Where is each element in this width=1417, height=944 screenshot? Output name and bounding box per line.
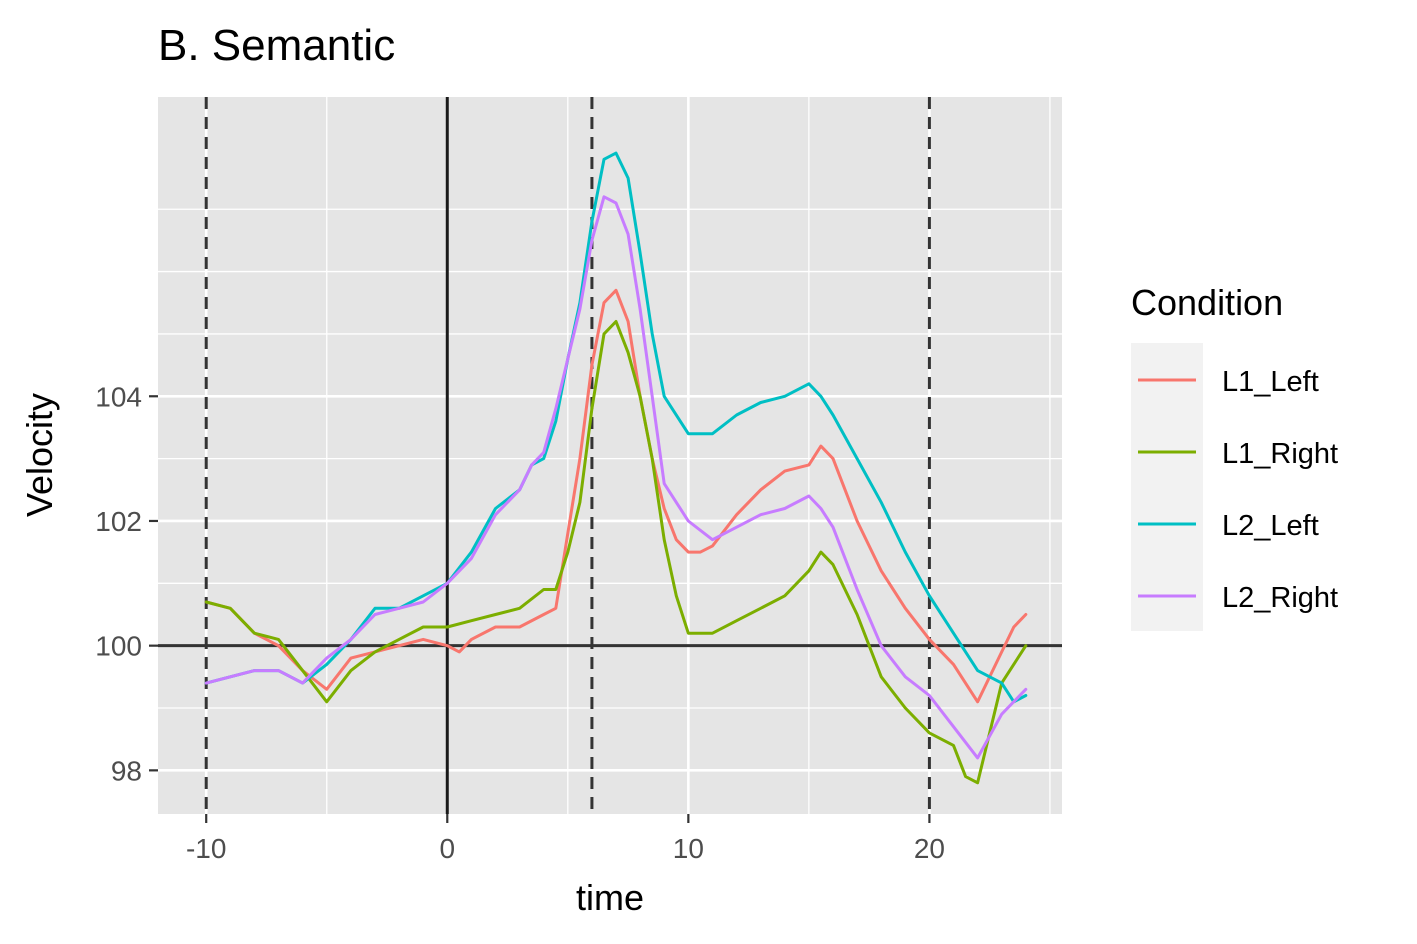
- x-axis: -10 0 10 20: [186, 814, 945, 864]
- reference-lines: [158, 97, 1062, 814]
- x-tick-label: -10: [186, 833, 226, 864]
- series-lines: [204, 151, 1028, 785]
- x-axis-title: time: [576, 877, 644, 918]
- legend-key-background: [1131, 343, 1203, 631]
- minor-grid: [158, 97, 1062, 814]
- series-line: [204, 195, 1028, 760]
- plot-panel: [158, 97, 1062, 814]
- x-tick-label: 20: [914, 833, 945, 864]
- legend-title: Condition: [1131, 282, 1283, 323]
- chart-title: B. Semantic: [158, 21, 395, 70]
- legend-label: L1_Left: [1222, 366, 1319, 398]
- series-line: [204, 151, 1028, 704]
- y-tick-label: 100: [95, 631, 142, 662]
- legend-label: L2_Right: [1222, 582, 1338, 614]
- y-tick-label: 98: [111, 755, 142, 786]
- y-axis: 98 100 102 104: [95, 381, 158, 786]
- series-line: [204, 320, 1028, 785]
- series-line: [204, 288, 1028, 704]
- y-tick-label: 104: [95, 381, 142, 412]
- legend-label: L1_Right: [1222, 438, 1338, 470]
- y-tick-label: 102: [95, 506, 142, 537]
- x-tick-label: 0: [439, 833, 455, 864]
- legend: Condition L1_Left L1_Right L2_Left L2_Right: [1131, 282, 1338, 631]
- legend-label: L2_Left: [1222, 510, 1319, 542]
- x-tick-label: 10: [673, 833, 704, 864]
- y-axis-title: Velocity: [19, 393, 60, 517]
